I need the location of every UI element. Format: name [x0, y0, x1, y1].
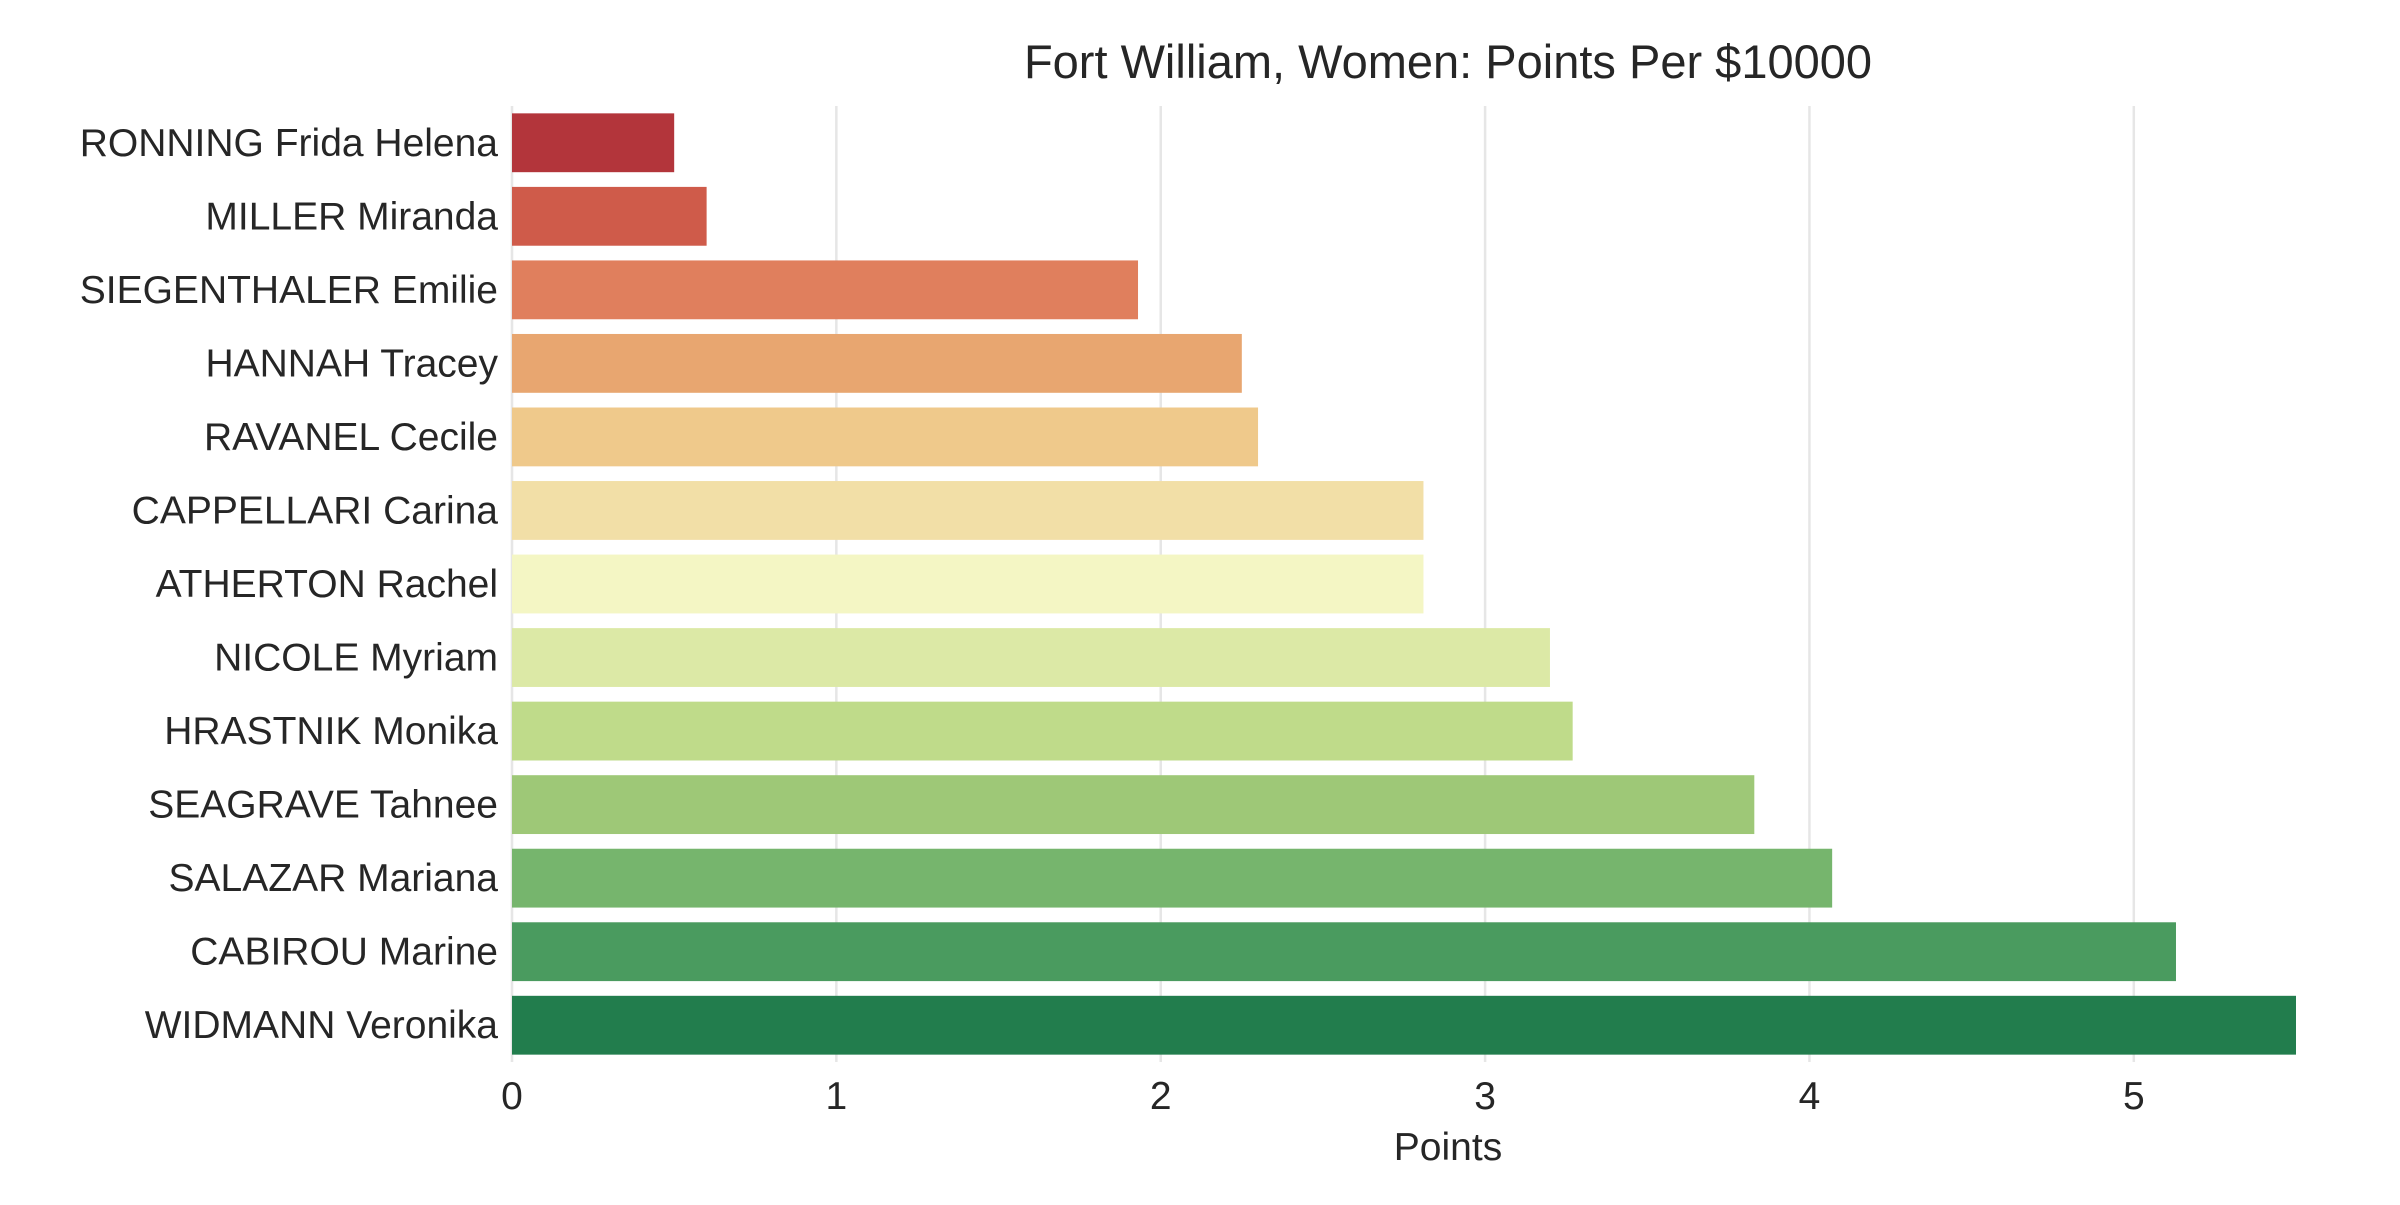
bar: [512, 995, 2296, 1055]
category-label: WIDMANN Veronika: [145, 1004, 499, 1047]
category-label: SALAZAR Mariana: [169, 857, 499, 900]
x-tick-label: 2: [1150, 1075, 1172, 1118]
bar: [512, 775, 1755, 835]
category-labels: RONNING Frida Helena MILLER Miranda SIEGEN…: [80, 122, 499, 1047]
category-label: NICOLE Myriam: [214, 637, 498, 680]
bar: [512, 848, 1833, 908]
bar: [512, 333, 1242, 393]
bars: [512, 113, 2296, 1055]
category-label: SIEGENTHALER Emilie: [80, 269, 498, 312]
x-tick-label: 4: [1799, 1075, 1821, 1118]
category-label: MILLER Miranda: [205, 195, 498, 238]
category-label: HRASTNIK Monika: [164, 710, 498, 753]
category-label: HANNAH Tracey: [205, 342, 498, 385]
category-label: CABIROU Marine: [190, 931, 498, 974]
category-label: SEAGRAVE Tahnee: [148, 784, 498, 827]
category-label: RONNING Frida Helena: [80, 122, 499, 165]
x-axis-label: Points: [1394, 1126, 1502, 1169]
x-tick-label: 1: [826, 1075, 848, 1118]
bar: [512, 186, 707, 246]
bar: [512, 407, 1259, 467]
x-tick-label: 5: [2123, 1075, 2145, 1118]
chart-title: Fort William, Women: Points Per $10000: [1024, 35, 1872, 88]
category-label: RAVANEL Cecile: [204, 416, 498, 459]
x-tick-label: 3: [1474, 1075, 1496, 1118]
bar: [512, 554, 1424, 614]
bar: [512, 922, 2176, 982]
bar: [512, 113, 675, 173]
bar: [512, 260, 1139, 320]
category-label: ATHERTON Rachel: [156, 563, 498, 606]
category-label: CAPPELLARI Carina: [132, 489, 499, 532]
bar: [512, 628, 1550, 687]
bar: [512, 481, 1424, 540]
x-tick-labels: 0 1 2 3 4 5: [501, 1075, 2145, 1118]
bar: [512, 701, 1573, 761]
x-tick-label: 0: [501, 1075, 523, 1118]
